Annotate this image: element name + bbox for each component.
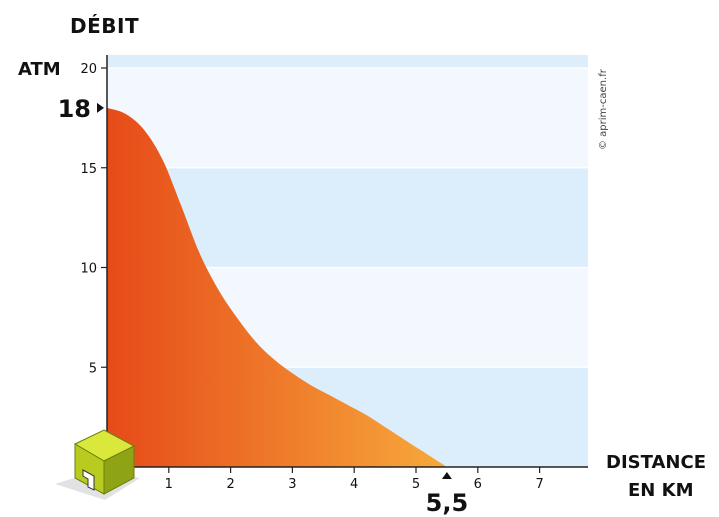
cube-building-icon <box>55 429 140 500</box>
background-band <box>107 68 588 168</box>
highlight-x-label: 5,5 <box>426 489 469 517</box>
x-axis-title-line1: DISTANCE <box>606 452 706 473</box>
triangle-marker-icon <box>97 102 104 113</box>
x-tick-label: 6 <box>474 477 482 492</box>
x-tick-label: 3 <box>288 477 296 492</box>
cube-door <box>82 469 95 491</box>
x-tick-label: 1 <box>165 477 173 492</box>
axes <box>106 55 588 468</box>
y-axis-title: DÉBIT <box>70 14 140 38</box>
triangle-marker-icon <box>441 472 452 479</box>
background-band <box>107 55 588 68</box>
y-tick-label: 15 <box>80 162 97 177</box>
x-tick-label: 7 <box>535 477 543 492</box>
y-tick-label: 10 <box>80 262 97 277</box>
x-tick-label: 4 <box>350 477 358 492</box>
x-tick-labels: 1 2 3 4 5 6 7 <box>165 467 544 492</box>
y-tick-labels: 5 10 15 20 <box>80 62 107 376</box>
x-axis-title-line2: EN KM <box>628 480 694 501</box>
y-tick-label: 5 <box>89 361 97 376</box>
x-tick-label: 2 <box>226 477 234 492</box>
highlight-y-label: 18 <box>58 95 91 123</box>
y-tick-label: 20 <box>80 62 97 77</box>
flow-area <box>107 107 447 468</box>
highlight-markers: 185,5 <box>58 95 469 517</box>
y-axis-unit: ATM <box>18 59 61 80</box>
x-tick-label: 5 <box>412 477 420 492</box>
cube-side <box>103 445 135 495</box>
